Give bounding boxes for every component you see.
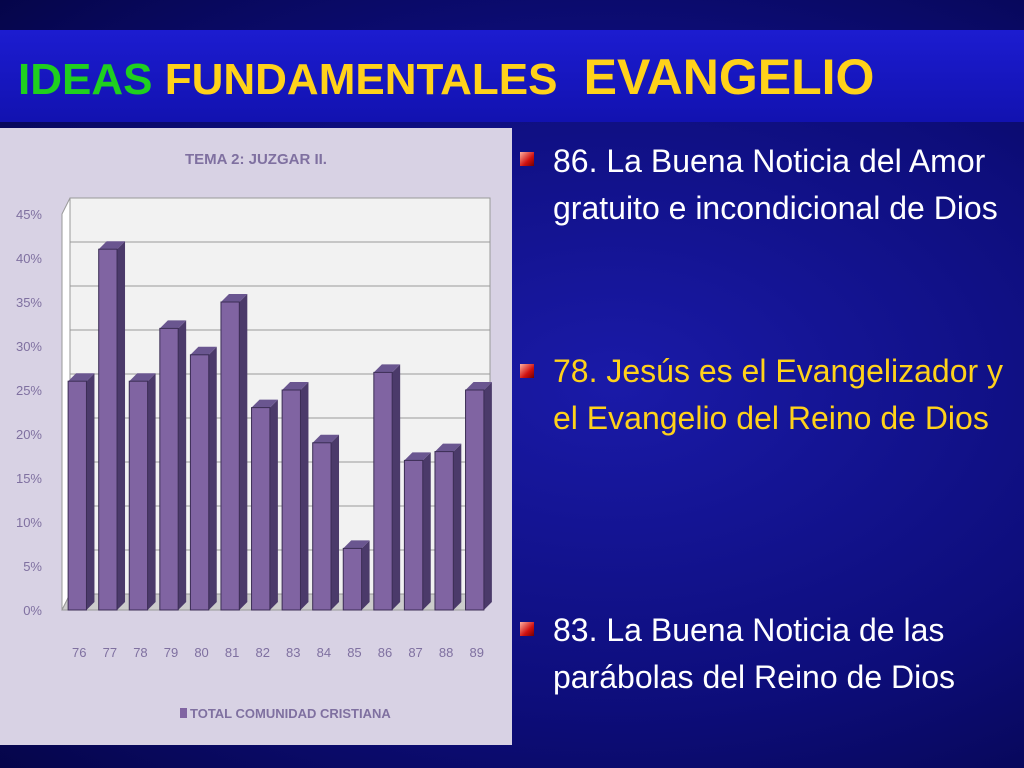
bar-side: [422, 452, 431, 610]
slide-title: IDEAS FUNDAMENTALES EVANGELIO: [18, 48, 874, 106]
y-tick-label: 0%: [23, 603, 42, 618]
y-tick-label: 20%: [16, 427, 42, 442]
y-tick-label: 45%: [16, 207, 42, 222]
title-bar: [0, 30, 1024, 122]
bullet-text: 83. La Buena Noticia de las parábolas de…: [553, 612, 956, 695]
bar-side: [178, 320, 187, 610]
x-tick-label: 87: [408, 645, 422, 660]
y-tick-label: 25%: [16, 383, 42, 398]
bar-side: [392, 364, 401, 610]
y-tick-label: 40%: [16, 251, 42, 266]
bar: [251, 407, 271, 611]
bullet-text: 78. Jesús es el Evangelizador y el Evang…: [553, 353, 1004, 436]
bar-top: [282, 382, 309, 390]
bar-top: [404, 452, 431, 461]
bar-side: [147, 373, 156, 610]
bar-side: [300, 382, 309, 610]
bar: [220, 301, 240, 611]
bar-side: [269, 399, 278, 610]
x-tick-label: 77: [103, 645, 117, 660]
x-tick-label: 78: [133, 645, 147, 660]
bar-top: [190, 346, 217, 355]
bar: [189, 354, 210, 611]
chart: TEMA 2: JUZGAR II. 0% 5% 10% 15% 20% 25% 30% 35…: [0, 128, 512, 745]
bar-top: [465, 382, 492, 390]
bar: [403, 459, 424, 611]
bar-side: [117, 241, 126, 610]
x-tick-label: 82: [255, 645, 269, 660]
x-tick-label: 89: [469, 645, 483, 660]
bar: [67, 380, 87, 611]
bar: [128, 380, 149, 611]
bar-top: [129, 373, 156, 382]
bar-top: [220, 294, 248, 302]
x-tick-label: 76: [72, 645, 86, 660]
bar: [281, 389, 301, 611]
chart-title: TEMA 2: JUZGAR II.: [185, 151, 327, 168]
bar-top: [373, 364, 401, 373]
bar-side: [453, 443, 462, 610]
bar-top: [159, 320, 187, 329]
legend-swatch: [180, 708, 187, 718]
bar: [373, 371, 393, 611]
x-tick-label: 79: [164, 645, 178, 660]
bar: [159, 327, 179, 611]
x-tick-label: 88: [439, 645, 453, 660]
bar-top: [434, 443, 462, 452]
legend-label: TOTAL COMUNIDAD CRISTIANA: [190, 706, 391, 721]
bar: [312, 442, 332, 611]
bar-side: [361, 540, 370, 610]
bar: [342, 547, 363, 611]
bullet-text: 86. La Buena Noticia del Amor gratuito e…: [553, 143, 998, 226]
y-tick-label: 15%: [16, 471, 42, 486]
bullet-marker: [520, 622, 534, 636]
y-tick-label: 10%: [16, 515, 42, 530]
bar-side: [483, 382, 492, 610]
bar: [465, 389, 485, 611]
bar-side: [86, 373, 95, 610]
y-tick-label: 35%: [16, 295, 42, 310]
bar-side: [331, 434, 340, 610]
bar-top: [343, 540, 370, 549]
x-tick-label: 83: [286, 645, 300, 660]
y-tick-label: 30%: [16, 339, 42, 354]
x-tick-label: 80: [194, 645, 208, 660]
x-tick-label: 84: [317, 645, 331, 660]
bar-top: [312, 434, 340, 443]
bar-top: [68, 373, 95, 382]
x-tick-label: 86: [378, 645, 392, 660]
bullet-marker: [520, 152, 534, 166]
title-part: EVANGELIO: [583, 49, 875, 105]
title-part: IDEAS: [18, 55, 153, 104]
bar-side: [239, 294, 248, 610]
bar-top: [251, 399, 278, 408]
x-tick-label: 85: [347, 645, 361, 660]
bar: [434, 451, 454, 611]
bar-top: [98, 241, 126, 250]
bullet-marker: [520, 364, 534, 378]
y-tick-label: 5%: [23, 559, 42, 574]
bar: [98, 248, 118, 611]
bar-side: [208, 346, 217, 610]
x-tick-label: 81: [225, 645, 239, 660]
title-part: FUNDAMENTALES: [164, 55, 558, 104]
